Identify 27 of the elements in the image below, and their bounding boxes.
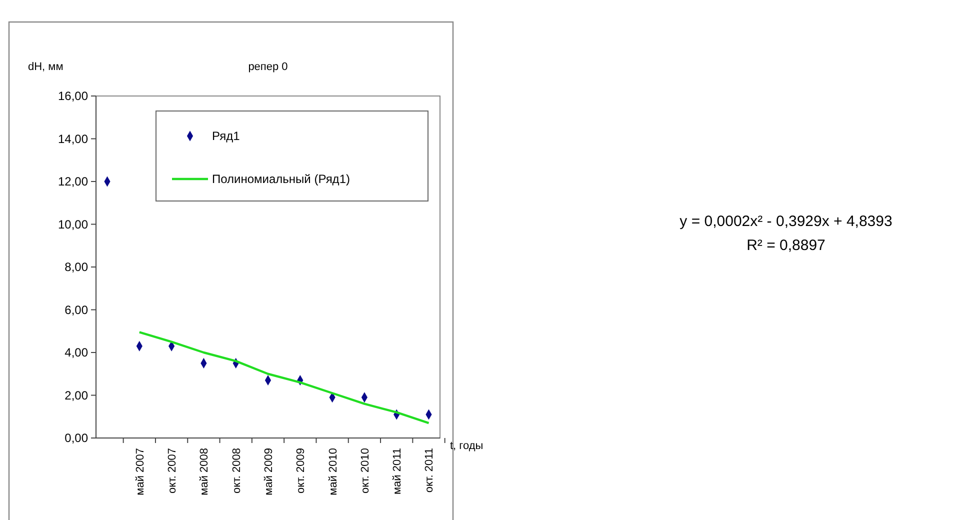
x-tick-label: окт. 2010 bbox=[359, 448, 372, 494]
y-tick-label: 16,00 bbox=[58, 89, 88, 104]
x-tick-label: май 2009 bbox=[263, 448, 275, 496]
x-tick-label: май 2011 bbox=[392, 448, 404, 495]
legend-label: Полиномиальный (Ряд1) bbox=[212, 172, 350, 186]
x-tick-label: окт. 2007 bbox=[166, 448, 179, 494]
chart-title: репер 0 bbox=[248, 61, 288, 73]
y-tick-label: 14,00 bbox=[58, 132, 88, 146]
y-tick-label: 4,00 bbox=[64, 346, 88, 360]
text: R² = 0,8897 bbox=[746, 237, 826, 254]
x-tick-label: май 2008 bbox=[198, 448, 211, 496]
x-tick-label: май 2007 bbox=[134, 448, 146, 496]
text: y = 0,0002x² - 0,3929x + 4,8393 bbox=[680, 213, 892, 230]
y-tick-label: 10,00 bbox=[58, 217, 88, 232]
x-tick-label: окт. 2009 bbox=[295, 448, 308, 494]
y-tick-label: 2,00 bbox=[64, 388, 88, 402]
y-tick-label: 8,00 bbox=[64, 260, 88, 274]
x-axis-title: t, годы bbox=[450, 440, 484, 452]
x-tick-label: май 2010 bbox=[327, 448, 340, 496]
x-tick-label: окт. 2011 bbox=[424, 448, 436, 493]
line-series bbox=[138, 331, 430, 424]
y-axis-title: dH, мм bbox=[28, 61, 64, 73]
y-tick-label: 6,00 bbox=[64, 302, 88, 317]
y-tick-label: 12,00 bbox=[58, 174, 88, 189]
y-tick-label: 0,00 bbox=[64, 431, 88, 446]
legend-label: Ряд1 bbox=[212, 129, 240, 144]
x-tick-label: окт. 2008 bbox=[230, 448, 243, 494]
